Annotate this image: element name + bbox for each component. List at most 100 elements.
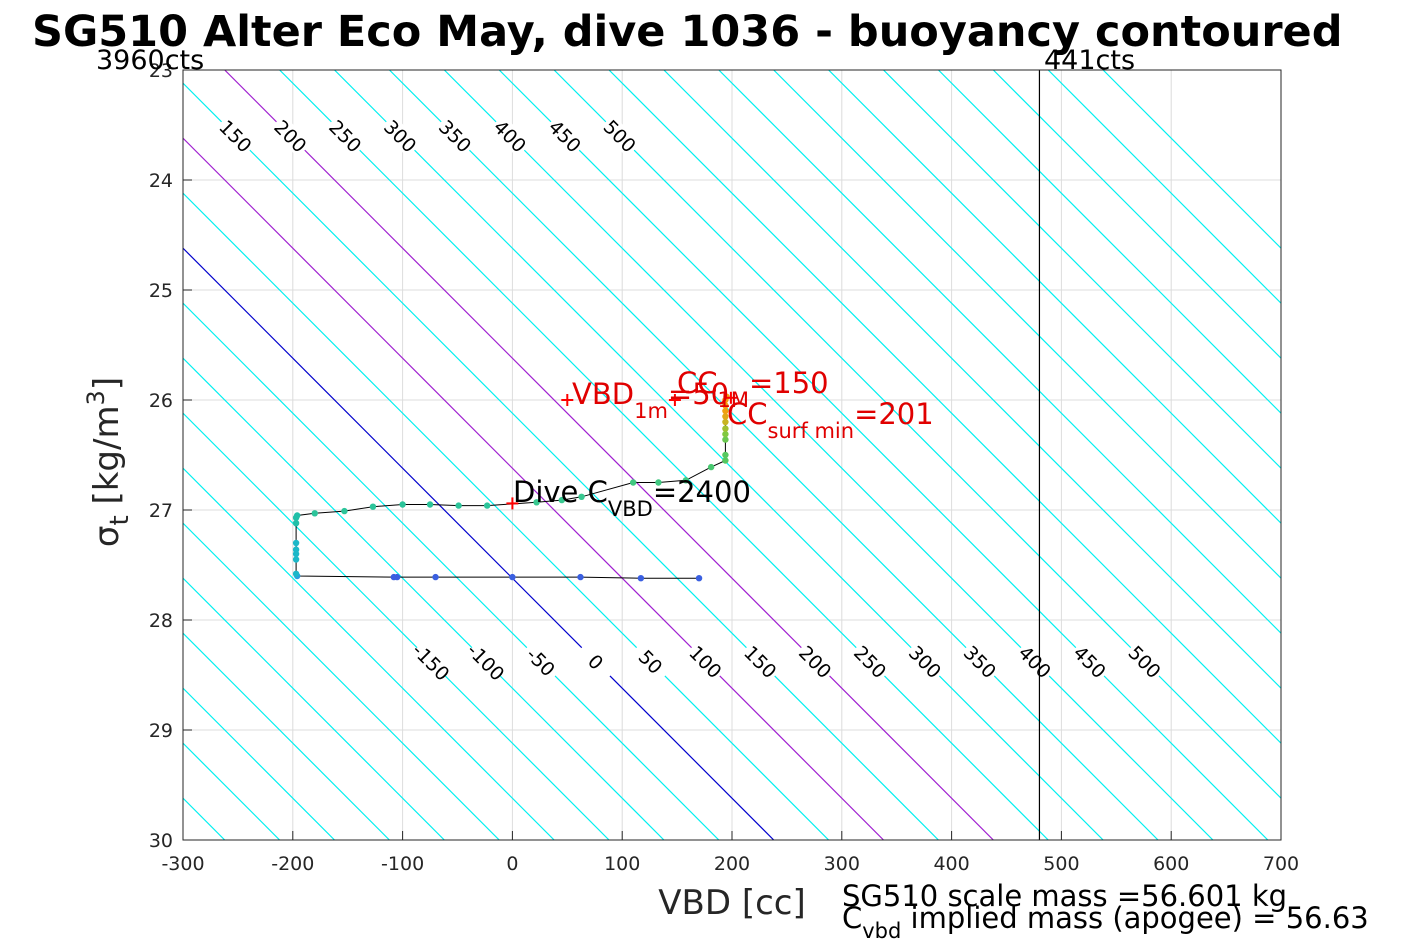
contour-label-bg xyxy=(1013,640,1057,684)
x-tick-label: -300 xyxy=(161,853,204,875)
profile-point xyxy=(292,570,300,577)
dive-cvbd-text: Dive C xyxy=(513,475,608,509)
cc-surf-value: =201 xyxy=(854,397,934,431)
contour-label-bg xyxy=(214,114,257,158)
contour-label-bg xyxy=(1068,640,1112,684)
contour-line xyxy=(183,577,445,840)
dive-profile xyxy=(292,391,737,582)
dive-cvbd-value: =2400 xyxy=(653,475,751,509)
profile-point xyxy=(722,413,729,420)
cc-1m-text: CC xyxy=(677,366,718,400)
contour-label-bg xyxy=(434,114,477,158)
contour-label-bg xyxy=(598,114,642,158)
red-plus-marker xyxy=(561,394,574,406)
x-tick-label: 500 xyxy=(1043,853,1079,875)
cc-1m-sub: 1M xyxy=(718,388,749,412)
cc-surf-text: CC xyxy=(727,397,768,431)
contour-line xyxy=(183,467,555,840)
cc-1m-value: =150 xyxy=(749,366,829,400)
profile-point xyxy=(292,550,300,558)
contour-label-bg xyxy=(488,114,532,158)
contour-line xyxy=(1047,70,1281,305)
contour-label-bg xyxy=(269,114,312,158)
contour-line xyxy=(553,70,1281,800)
implied-mass-c: C xyxy=(842,901,862,935)
profile-point xyxy=(695,575,703,582)
dive-cvbd-sub: VBD xyxy=(608,497,653,521)
profile-point xyxy=(292,546,300,553)
profile-point xyxy=(637,575,645,582)
contour-line xyxy=(183,632,390,840)
contour-label-bg xyxy=(1123,640,1167,684)
vbd-1m-sub: 1m xyxy=(634,399,668,423)
x-tick-label: 0 xyxy=(506,853,518,875)
contour-line xyxy=(498,70,1269,840)
contour-line xyxy=(937,70,1281,415)
contour-labels: 150 200 250 300 350 400 450 500-150 -100 -50 0 50 10… xyxy=(214,114,1167,686)
profile-point xyxy=(483,502,491,509)
contour-label-bg xyxy=(464,640,508,684)
contour-label-bg xyxy=(794,640,837,684)
vbd-1m-value: =50 xyxy=(668,377,729,411)
profile-point xyxy=(578,493,585,500)
contour-label-bg xyxy=(409,640,453,684)
contour-line xyxy=(608,70,1281,745)
cc-surf-annotation: CCsurf min=201 xyxy=(727,397,934,443)
y-label-unit: [kg/m xyxy=(87,405,127,515)
cc-1m-annotation: CC1M=150 xyxy=(677,366,829,412)
dive-cvbd-annotation: Dive CVBD=2400 xyxy=(513,475,751,521)
profile-point xyxy=(399,501,406,508)
contour-line xyxy=(1102,70,1281,250)
contour-label-bg xyxy=(739,640,782,684)
contour-label-bg xyxy=(904,640,947,684)
vbd-1m-text: VBD xyxy=(572,377,634,411)
x-tick-label: 600 xyxy=(1153,853,1189,875)
profile-point xyxy=(577,573,584,581)
y-tick-label: 26 xyxy=(149,390,173,412)
contour-line xyxy=(718,70,1281,635)
profile-point xyxy=(432,573,439,581)
scale-mass-note: SG510 scale mass =56.601 kg xyxy=(842,879,1287,913)
red-plus-marker xyxy=(668,394,681,406)
x-tick-label: -100 xyxy=(381,853,424,875)
red-plus-marker xyxy=(506,497,519,510)
profile-point xyxy=(707,463,715,471)
cc-surf-sub: surf min xyxy=(768,419,855,443)
profile-point xyxy=(509,573,516,581)
profile-point xyxy=(292,520,300,527)
profile-point xyxy=(722,425,729,432)
profile-point xyxy=(655,479,662,486)
y-tick-label: 29 xyxy=(149,720,173,742)
max-vbd-counts-label: 441cts xyxy=(1044,45,1135,76)
profile-point xyxy=(722,436,729,443)
y-axis-label: σt [kg/m3] xyxy=(82,377,135,547)
y-tick-label: 25 xyxy=(149,280,173,302)
y-label-sigma: σ xyxy=(87,526,127,548)
profile-point xyxy=(311,510,318,517)
contour-line xyxy=(663,70,1281,690)
profile-point xyxy=(341,507,348,515)
contour-line xyxy=(0,70,5,840)
contour-label-bg xyxy=(958,640,1002,684)
profile-point xyxy=(292,539,300,547)
contour-label-bg xyxy=(629,640,672,684)
x-tick-label: 100 xyxy=(604,853,640,875)
min-vbd-counts-label: 3960cts xyxy=(96,45,204,76)
contour-line xyxy=(443,70,1214,840)
x-tick-label: 300 xyxy=(824,853,860,875)
contour-line xyxy=(183,302,720,840)
annotations: Dive CVBD=2400 VBD1m=50 CC1M=150 CCsurf … xyxy=(513,366,934,521)
implied-mass-note: Cvbd implied mass (apogee) = 56.63 xyxy=(842,901,1369,943)
y-label-unit-exp: 3 xyxy=(82,390,110,405)
profile-point xyxy=(682,477,690,484)
x-tick-label: 400 xyxy=(933,853,969,875)
contour-line xyxy=(992,70,1281,360)
red-plus-marker xyxy=(724,391,737,404)
contour-line xyxy=(773,70,1281,580)
contour-line xyxy=(0,70,170,840)
contour-label-bg xyxy=(849,640,892,684)
implied-mass-sub: vbd xyxy=(862,919,901,943)
contour-line xyxy=(388,70,1159,840)
contour-label-bg xyxy=(574,640,618,684)
x-tick-label: -200 xyxy=(271,853,314,875)
